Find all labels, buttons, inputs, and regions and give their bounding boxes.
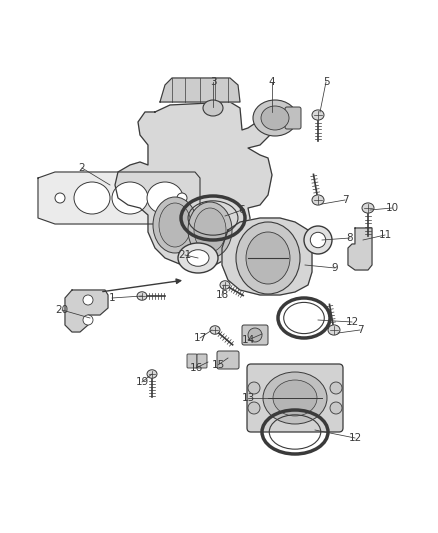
Text: 9: 9 [332, 263, 338, 273]
Text: 4: 4 [268, 77, 276, 87]
Ellipse shape [153, 197, 197, 253]
Text: 12: 12 [348, 433, 362, 443]
Text: 7: 7 [357, 325, 363, 335]
Polygon shape [222, 218, 312, 295]
FancyBboxPatch shape [242, 325, 268, 345]
FancyBboxPatch shape [197, 354, 207, 368]
Text: 12: 12 [346, 317, 359, 327]
Ellipse shape [304, 226, 332, 254]
Ellipse shape [187, 250, 209, 266]
Text: 16: 16 [189, 363, 203, 373]
Polygon shape [160, 78, 240, 102]
Ellipse shape [83, 295, 93, 305]
Text: 10: 10 [385, 203, 399, 213]
Ellipse shape [194, 208, 226, 252]
Ellipse shape [210, 326, 220, 334]
Ellipse shape [112, 182, 148, 214]
Ellipse shape [147, 370, 157, 378]
Ellipse shape [236, 222, 300, 294]
Ellipse shape [147, 182, 183, 214]
Ellipse shape [159, 203, 191, 247]
Text: 20: 20 [56, 305, 69, 315]
Polygon shape [65, 290, 108, 332]
Text: 17: 17 [193, 333, 207, 343]
Ellipse shape [137, 292, 147, 300]
Text: 18: 18 [215, 290, 229, 300]
Ellipse shape [55, 193, 65, 203]
Ellipse shape [74, 182, 110, 214]
Text: 21: 21 [178, 250, 192, 260]
Ellipse shape [177, 193, 187, 203]
Ellipse shape [83, 315, 93, 325]
FancyBboxPatch shape [217, 351, 239, 369]
Ellipse shape [253, 100, 297, 136]
FancyBboxPatch shape [247, 364, 343, 432]
Ellipse shape [188, 202, 232, 258]
Ellipse shape [312, 195, 324, 205]
Polygon shape [38, 172, 200, 224]
Text: 19: 19 [135, 377, 148, 387]
Ellipse shape [248, 382, 260, 394]
FancyBboxPatch shape [285, 107, 301, 129]
Ellipse shape [273, 380, 317, 416]
Ellipse shape [263, 372, 327, 424]
Text: 11: 11 [378, 230, 392, 240]
Ellipse shape [312, 110, 324, 120]
Ellipse shape [220, 281, 230, 289]
Text: 7: 7 [342, 195, 348, 205]
Text: 8: 8 [347, 233, 353, 243]
Polygon shape [348, 228, 372, 270]
FancyBboxPatch shape [187, 354, 197, 368]
Text: 14: 14 [241, 335, 254, 345]
Ellipse shape [246, 232, 290, 284]
Ellipse shape [178, 243, 218, 273]
Ellipse shape [261, 106, 289, 130]
Ellipse shape [330, 402, 342, 414]
Text: 6: 6 [239, 205, 245, 215]
Ellipse shape [310, 232, 326, 248]
Ellipse shape [203, 100, 223, 116]
Polygon shape [115, 102, 272, 268]
Text: 5: 5 [323, 77, 329, 87]
Text: 1: 1 [109, 293, 115, 303]
Text: 15: 15 [212, 360, 225, 370]
Text: 3: 3 [210, 77, 216, 87]
Ellipse shape [330, 382, 342, 394]
Ellipse shape [328, 325, 340, 335]
Text: 13: 13 [241, 393, 254, 403]
Text: 2: 2 [79, 163, 85, 173]
Ellipse shape [362, 203, 374, 213]
Ellipse shape [248, 328, 262, 342]
Ellipse shape [248, 402, 260, 414]
